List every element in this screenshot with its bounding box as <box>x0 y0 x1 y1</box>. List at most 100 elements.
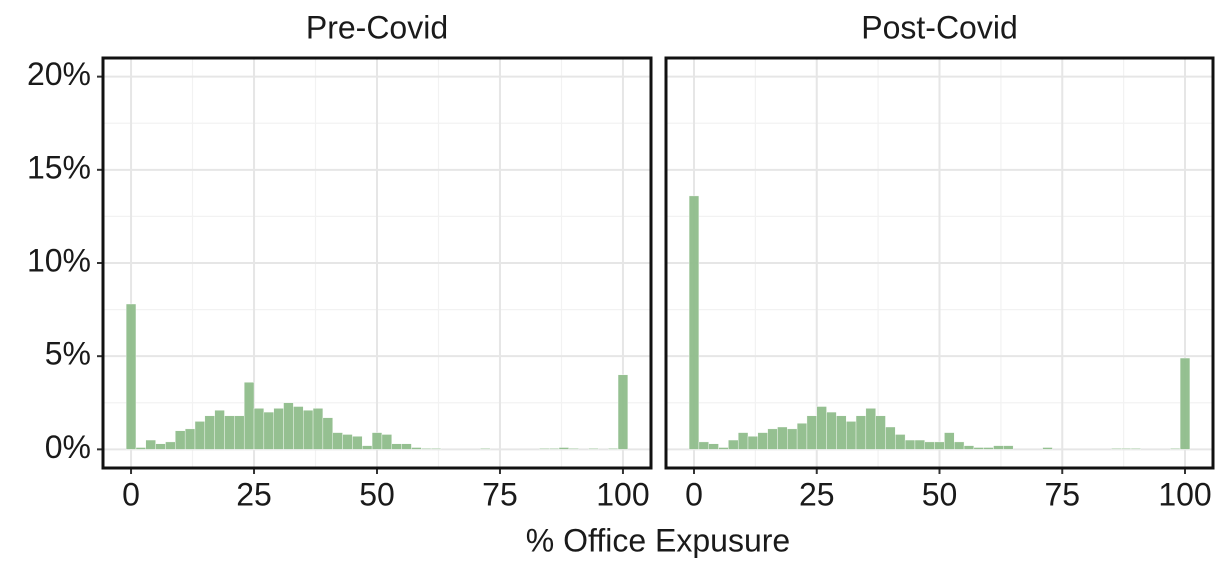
bar <box>934 441 945 450</box>
panel-border <box>664 56 1215 470</box>
bar <box>973 447 984 450</box>
bar <box>312 408 324 450</box>
bar <box>1120 448 1132 450</box>
y-tick-label: 10% <box>27 242 91 278</box>
bar <box>411 447 422 450</box>
bar <box>224 415 235 450</box>
bar <box>1130 448 1142 450</box>
bar <box>617 374 629 450</box>
bar <box>885 426 896 450</box>
bar <box>145 439 156 450</box>
y-tick-label: 15% <box>27 149 91 185</box>
x-tick-label: 100 <box>1158 476 1211 512</box>
x-tick-label: 25 <box>236 476 272 512</box>
bar <box>273 408 284 450</box>
y-tick-label: 0% <box>45 429 91 465</box>
bar <box>796 423 808 450</box>
bar <box>954 441 965 450</box>
bar <box>293 406 304 450</box>
bar <box>1003 445 1014 450</box>
bar <box>480 448 491 450</box>
bar <box>728 439 739 450</box>
x-tick-label: 75 <box>482 476 518 512</box>
bar <box>708 443 719 450</box>
bar <box>767 428 778 450</box>
bar <box>125 303 137 450</box>
x-axis-label: % Office Expusure <box>526 522 790 558</box>
bar <box>963 445 975 450</box>
bar <box>539 448 550 450</box>
bar <box>204 415 215 450</box>
bar <box>381 434 392 450</box>
bar <box>430 448 442 450</box>
bar <box>1170 448 1181 450</box>
panel-border <box>101 56 653 470</box>
bar <box>718 447 729 450</box>
bar <box>362 445 373 450</box>
bar <box>924 441 935 450</box>
bar <box>194 421 206 450</box>
bar <box>816 406 827 450</box>
x-tick-label: 25 <box>799 476 835 512</box>
bar <box>332 432 343 450</box>
bar <box>421 448 432 450</box>
bar <box>993 445 1004 450</box>
bar <box>135 447 146 450</box>
bar <box>253 408 265 450</box>
x-tick-label: 0 <box>685 476 703 512</box>
bar <box>757 432 768 450</box>
bar <box>787 428 798 450</box>
bar <box>342 434 353 450</box>
bar <box>175 430 186 450</box>
bar <box>983 447 994 450</box>
bar <box>214 410 225 450</box>
bar <box>777 426 788 450</box>
bar <box>846 421 857 450</box>
bar <box>1042 447 1053 450</box>
bar <box>914 439 925 450</box>
x-tick-label: 0 <box>122 476 140 512</box>
bar <box>283 402 294 450</box>
bar <box>747 436 759 450</box>
bar <box>855 415 867 450</box>
panel-title: Post-Covid <box>861 9 1018 45</box>
bar <box>243 382 255 450</box>
bar <box>806 415 817 450</box>
bar <box>1179 357 1191 450</box>
bar <box>548 448 560 450</box>
bar <box>608 448 619 450</box>
bar <box>391 443 402 450</box>
bar <box>165 441 176 450</box>
bar <box>184 428 196 450</box>
bar <box>944 432 955 450</box>
bar <box>698 441 709 450</box>
bar <box>263 411 274 450</box>
panel-title: Pre-Covid <box>306 9 448 45</box>
bar <box>352 436 363 450</box>
bar <box>895 434 906 450</box>
bar <box>826 411 837 450</box>
bar <box>303 410 314 450</box>
bar <box>371 432 383 450</box>
y-tick-label: 5% <box>45 336 91 372</box>
x-tick-label: 100 <box>596 476 649 512</box>
x-tick-label: 75 <box>1044 476 1080 512</box>
bar <box>865 408 876 450</box>
bar <box>588 448 599 450</box>
bar <box>836 415 847 450</box>
bar <box>155 443 166 450</box>
bar <box>737 432 749 450</box>
bar <box>558 447 570 450</box>
bar <box>875 415 886 450</box>
x-tick-label: 50 <box>922 476 958 512</box>
bar <box>322 417 333 450</box>
bar <box>688 195 700 450</box>
bar <box>234 415 245 450</box>
bar <box>904 439 916 450</box>
y-tick-label: 20% <box>27 56 91 92</box>
bar <box>401 443 412 450</box>
bar <box>568 448 579 450</box>
x-tick-label: 50 <box>359 476 395 512</box>
bar <box>1111 448 1122 450</box>
